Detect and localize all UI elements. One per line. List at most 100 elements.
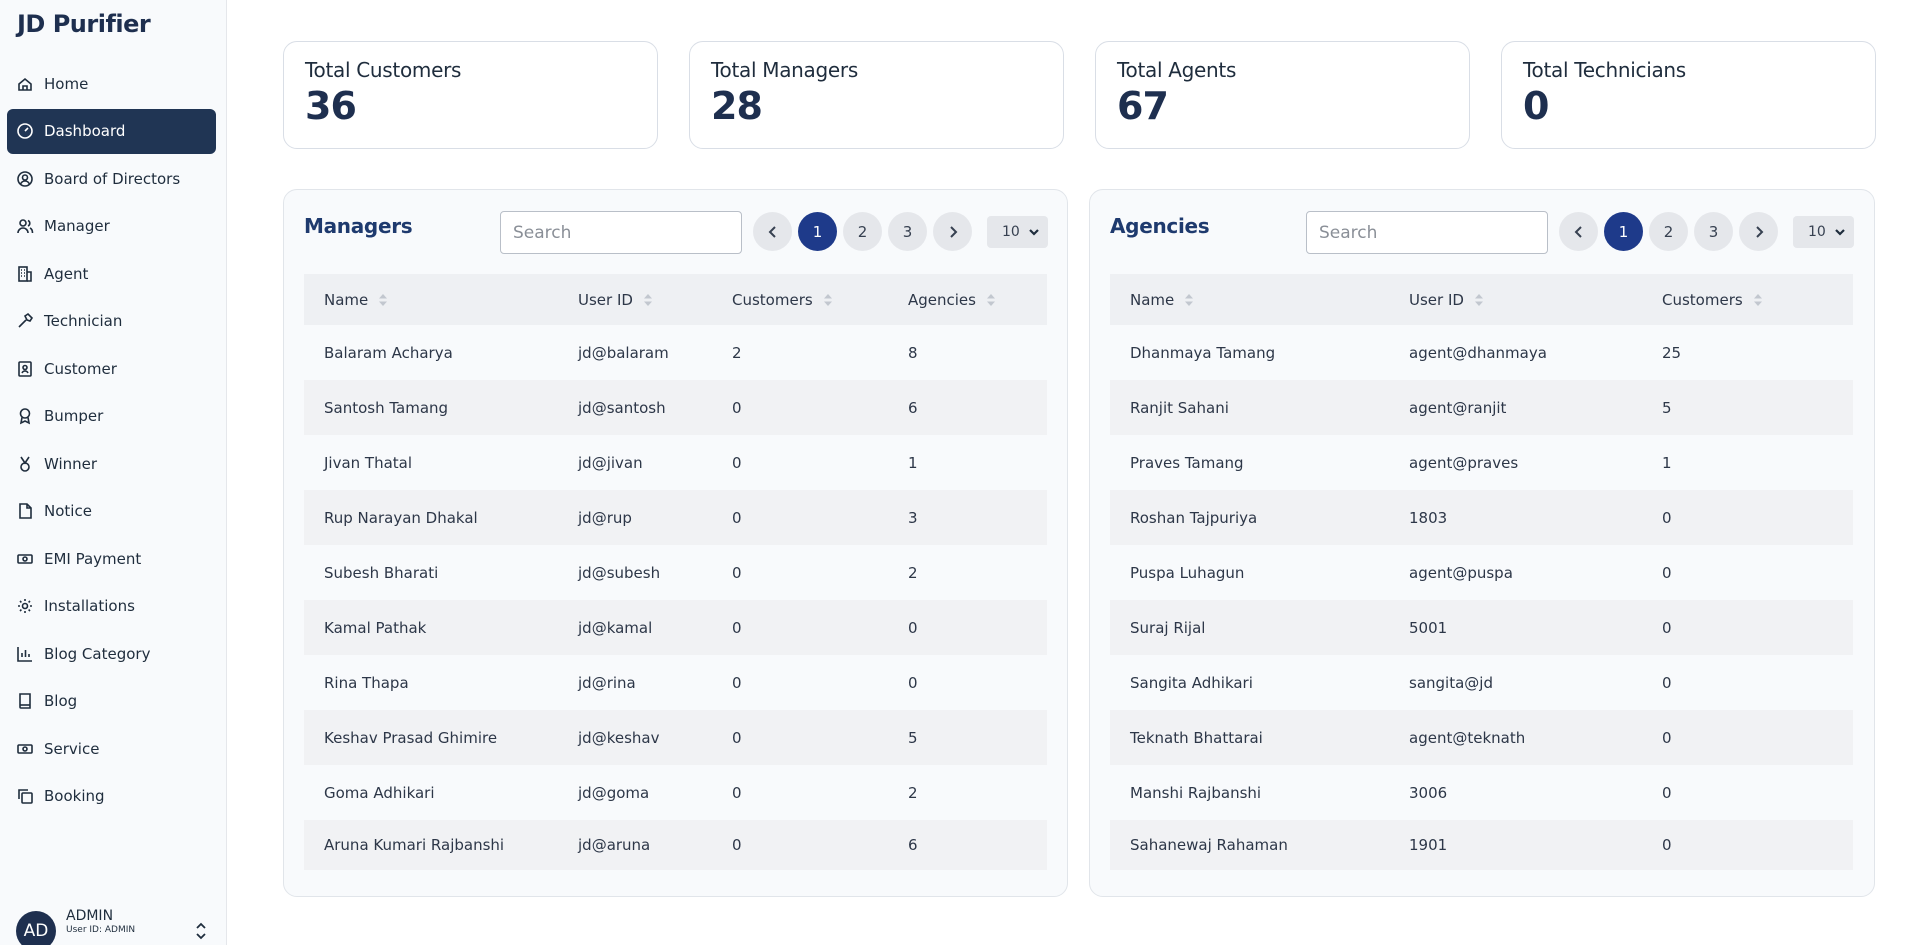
- table-row[interactable]: Subesh Bharati jd@subesh 0 2: [304, 545, 1047, 600]
- column-header[interactable]: User ID: [1389, 274, 1642, 325]
- users-icon: [16, 217, 34, 235]
- table-cell: 0: [732, 673, 742, 692]
- user-info: ADMIN User ID: ADMIN: [66, 908, 135, 936]
- stat-label: Total Customers: [305, 58, 462, 82]
- sidebar-item-label: Board of Directors: [44, 169, 181, 188]
- table-cell: jd@santosh: [578, 398, 666, 417]
- sidebar-item-label: Home: [44, 74, 89, 93]
- table-cell: Manshi Rajbanshi: [1130, 783, 1262, 802]
- table-cell: agent@ranjit: [1409, 398, 1507, 417]
- page-button[interactable]: 1: [1604, 212, 1643, 251]
- table-row[interactable]: Praves Tamang agent@praves 1: [1110, 435, 1853, 490]
- sidebar-item-emi-payment[interactable]: EMI Payment: [7, 536, 216, 581]
- stat-value: 28: [711, 84, 763, 128]
- table-cell: 5: [1662, 398, 1672, 417]
- search-input[interactable]: [500, 211, 742, 254]
- table-cell: Sangita Adhikari: [1130, 673, 1253, 692]
- table-cell: Balaram Acharya: [324, 343, 453, 362]
- page-button[interactable]: 3: [1694, 212, 1733, 251]
- sidebar-item-label: Blog: [44, 692, 78, 710]
- table-row[interactable]: Aruna Kumari Rajbanshi jd@aruna 0 6: [304, 820, 1047, 870]
- sort-icon[interactable]: [1184, 293, 1194, 307]
- sort-icon[interactable]: [1753, 293, 1763, 307]
- per-page-select[interactable]: 10: [987, 216, 1048, 248]
- home-icon: [16, 75, 34, 93]
- sort-icon[interactable]: [823, 293, 833, 307]
- column-header[interactable]: Name: [304, 274, 558, 325]
- table-row[interactable]: Ranjit Sahani agent@ranjit 5: [1110, 380, 1853, 435]
- sidebar-item-customer[interactable]: Customer: [7, 346, 216, 391]
- table-row[interactable]: Sahanewaj Rahaman 1901 0: [1110, 820, 1853, 870]
- sidebar-item-agent[interactable]: Agent: [7, 251, 216, 296]
- page-button[interactable]: 2: [843, 212, 882, 251]
- sort-icon[interactable]: [643, 293, 653, 307]
- table-row[interactable]: Suraj Rijal 5001 0: [1110, 600, 1853, 655]
- chart-icon: [16, 645, 34, 663]
- per-page-select[interactable]: 10: [1793, 216, 1854, 248]
- table-row[interactable]: Goma Adhikari jd@goma 0 2: [304, 765, 1047, 820]
- sidebar-item-installations[interactable]: Installations: [7, 584, 216, 629]
- table-body: Balaram Acharya jd@balaram 2 8 Santosh Taman…: [304, 325, 1047, 870]
- table-cell: 1803: [1409, 508, 1448, 527]
- column-header[interactable]: User ID: [558, 274, 712, 325]
- chevron-left-icon: [1574, 225, 1582, 238]
- sidebar-item-dashboard[interactable]: Dashboard: [7, 108, 216, 154]
- sidebar-item-label: Technician: [44, 312, 123, 330]
- table-cell: Subesh Bharati: [324, 563, 439, 582]
- sort-icon[interactable]: [378, 293, 388, 307]
- table-row[interactable]: Balaram Acharya jd@balaram 2 8: [304, 325, 1047, 380]
- sidebar-item-blog[interactable]: Blog: [7, 679, 216, 724]
- next-page-button[interactable]: [1739, 212, 1778, 251]
- sidebar-item-home[interactable]: Home: [7, 61, 216, 106]
- next-page-button[interactable]: [933, 212, 972, 251]
- table-row[interactable]: Rup Narayan Dhakal jd@rup 0 3: [304, 490, 1047, 545]
- sidebar-item-bumper[interactable]: Bumper: [7, 394, 216, 439]
- table-cell: 0: [732, 728, 742, 747]
- table-row[interactable]: Teknath Bhattarai agent@teknath 0: [1110, 710, 1853, 765]
- prev-page-button[interactable]: [1559, 212, 1598, 251]
- table-row[interactable]: Rina Thapa jd@rina 0 0: [304, 655, 1047, 710]
- column-header[interactable]: Agencies: [888, 274, 1047, 325]
- chevrons-up-down-icon[interactable]: [194, 921, 208, 941]
- user-card[interactable]: AD ADMIN User ID: ADMIN: [0, 901, 226, 945]
- search-input[interactable]: [1306, 211, 1548, 254]
- table-cell: 0: [908, 618, 918, 637]
- sidebar-item-service[interactable]: Service: [7, 726, 216, 771]
- sidebar-item-winner[interactable]: Winner: [7, 441, 216, 486]
- table-row[interactable]: Dhanmaya Tamang agent@dhanmaya 25: [1110, 325, 1853, 380]
- column-header[interactable]: Name: [1110, 274, 1389, 325]
- table-row[interactable]: Manshi Rajbanshi 3006 0: [1110, 765, 1853, 820]
- page-button[interactable]: 2: [1649, 212, 1688, 251]
- table-row[interactable]: Keshav Prasad Ghimire jd@keshav 0 5: [304, 710, 1047, 765]
- table-row[interactable]: Sangita Adhikari sangita@jd 0: [1110, 655, 1853, 710]
- sidebar-item-manager[interactable]: Manager: [7, 204, 216, 249]
- sidebar-item-blog-category[interactable]: Blog Category: [7, 631, 216, 676]
- stat-label: Total Managers: [711, 58, 858, 82]
- sidebar-item-booking[interactable]: Booking: [7, 774, 216, 819]
- page-button[interactable]: 1: [798, 212, 837, 251]
- stat-value: 67: [1117, 84, 1169, 128]
- table-cell: 2: [732, 343, 742, 362]
- pagination: 1 2 3: [1559, 212, 1784, 251]
- table-row[interactable]: Santosh Tamang jd@santosh 0 6: [304, 380, 1047, 435]
- table-row[interactable]: Jivan Thatal jd@jivan 0 1: [304, 435, 1047, 490]
- table-cell: 8: [908, 343, 918, 362]
- sort-icon[interactable]: [986, 293, 996, 307]
- sidebar-item-label: Service: [44, 739, 100, 758]
- sidebar-item-board-of-directors[interactable]: Board of Directors: [7, 156, 216, 201]
- page-button[interactable]: 3: [888, 212, 927, 251]
- column-header-label: User ID: [578, 290, 633, 309]
- sidebar-item-notice[interactable]: Notice: [7, 489, 216, 534]
- table-cell: jd@jivan: [578, 453, 643, 472]
- sidebar-item-label: Winner: [44, 454, 98, 473]
- sort-icon[interactable]: [1474, 293, 1484, 307]
- column-header[interactable]: Customers: [712, 274, 888, 325]
- sidebar-item-technician[interactable]: Technician: [7, 299, 216, 344]
- column-header[interactable]: Customers: [1642, 274, 1853, 325]
- table-row[interactable]: Kamal Pathak jd@kamal 0 0: [304, 600, 1047, 655]
- table-row[interactable]: Puspa Luhagun agent@puspa 0: [1110, 545, 1853, 600]
- table-cell: 0: [732, 453, 742, 472]
- table-row[interactable]: Roshan Tajpuriya 1803 0: [1110, 490, 1853, 545]
- prev-page-button[interactable]: [753, 212, 792, 251]
